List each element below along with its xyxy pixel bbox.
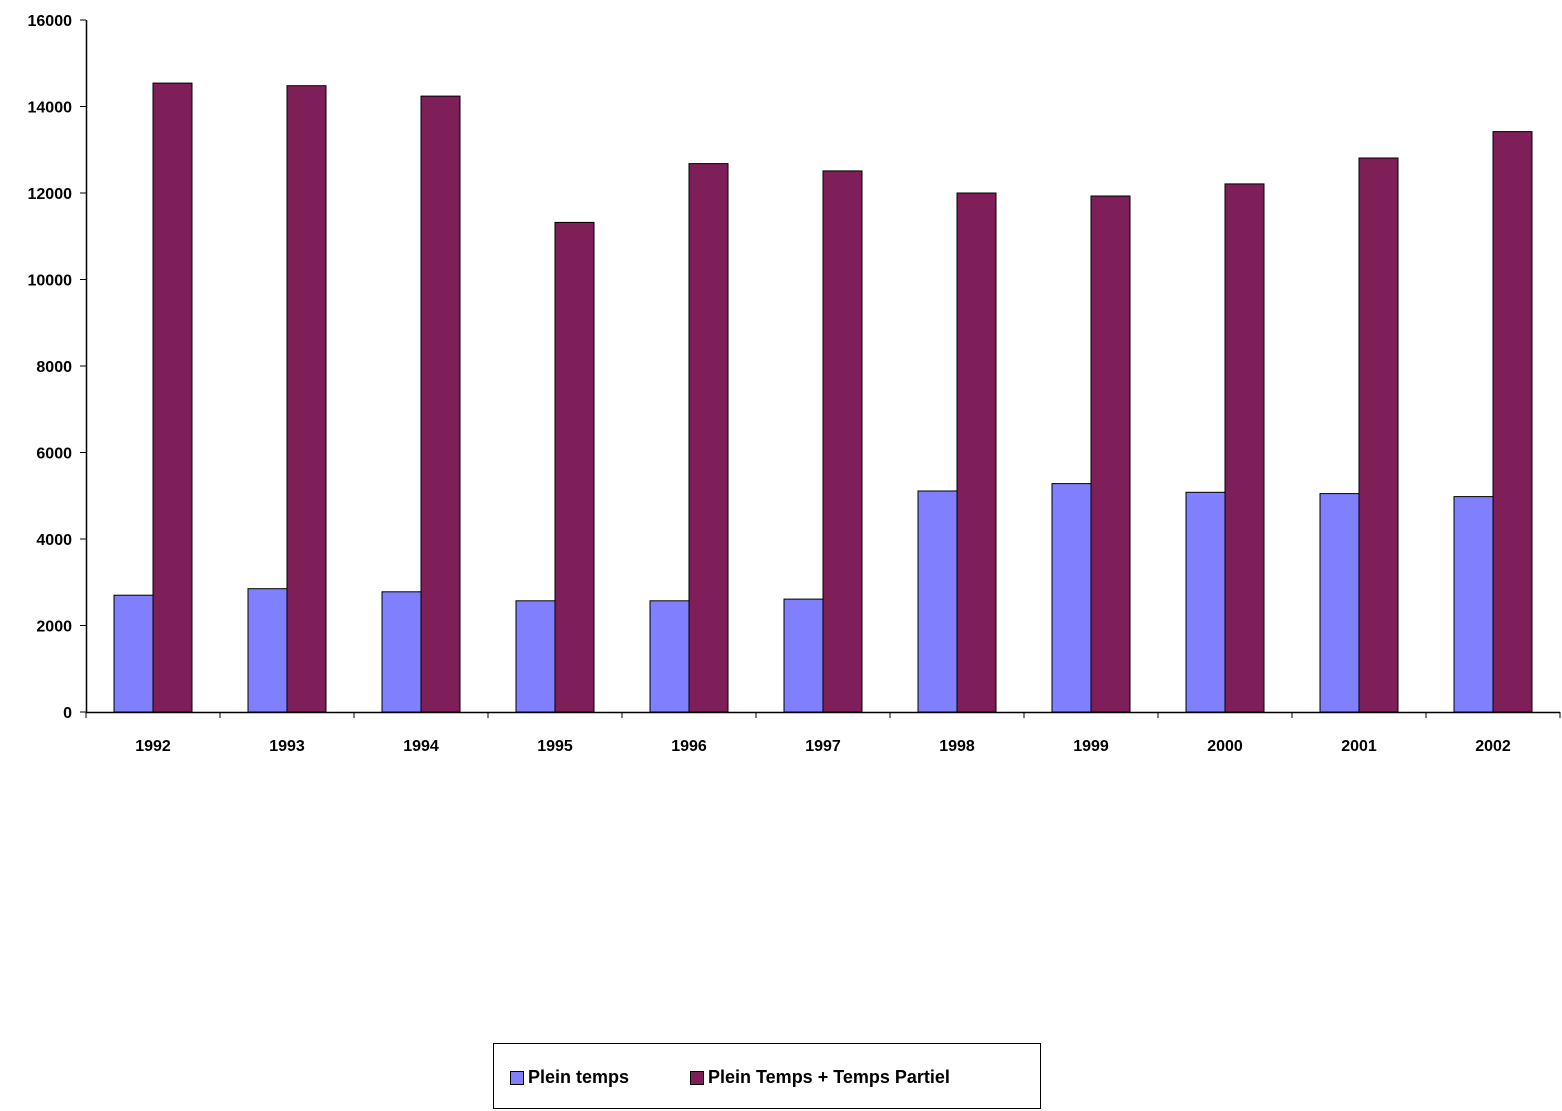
bar-plein-temps-partiel-1996: [688, 163, 729, 713]
bar-plein-temps-1992: [113, 594, 154, 713]
bar-plein-temps-1996: [649, 600, 690, 713]
bar-plein-temps-partiel-1995: [554, 221, 595, 713]
bar-plein-temps-2001: [1319, 493, 1360, 713]
bar-plein-temps-partiel-1998: [956, 192, 997, 713]
bar-plein-temps-partiel-2000: [1224, 183, 1265, 713]
bar-chart: 0 2000 4000 6000 8000 10000 12000 14000 16000 19…: [28, 13, 1561, 755]
bar-plein-temps-partiel-1992: [152, 82, 193, 713]
bar-plein-temps-2000: [1185, 491, 1226, 713]
y-tick-label-6000: 6000: [36, 446, 72, 463]
bars-group: [113, 82, 1533, 713]
legend-item-plein-temps-partiel: Plein Temps + Temps Partiel: [690, 1067, 950, 1088]
x-tick-label-1998: 1998: [939, 738, 975, 755]
x-ticks-group: 1992 1993 1994 1995 1996 1997 1998 1999 2000 2001…: [85, 712, 1561, 755]
y-tick-label-14000: 14000: [28, 100, 73, 117]
x-tick-label-1997: 1997: [805, 738, 841, 755]
bar-plein-temps-partiel-1994: [420, 95, 461, 713]
y-ticks-group: 0 2000 4000 6000 8000 10000 12000 14000 16000: [28, 13, 86, 722]
x-tick-label-1999: 1999: [1073, 738, 1109, 755]
x-tick-label-1993: 1993: [269, 738, 305, 755]
axes-group: [85, 20, 1560, 714]
y-tick-label-16000: 16000: [28, 13, 73, 30]
x-tick-label-1992: 1992: [135, 738, 171, 755]
bar-plein-temps-partiel-1997: [822, 170, 863, 713]
legend: Plein temps Plein Temps + Temps Partiel: [493, 1043, 1041, 1109]
bar-plein-temps-1999: [1051, 483, 1092, 713]
legend-label-plein-temps: Plein temps: [528, 1067, 630, 1087]
legend-label-plein-temps-partiel: Plein Temps + Temps Partiel: [708, 1067, 950, 1087]
bar-plein-temps-1993: [247, 588, 288, 713]
y-tick-label-12000: 12000: [28, 186, 73, 203]
y-tick-label-2000: 2000: [36, 619, 72, 636]
bar-plein-temps-partiel-2001: [1358, 157, 1399, 713]
y-tick-label-10000: 10000: [28, 273, 73, 290]
x-tick-label-1996: 1996: [671, 738, 707, 755]
bar-plein-temps-partiel-1999: [1090, 195, 1131, 713]
x-tick-label-2001: 2001: [1341, 738, 1377, 755]
bar-plein-temps-1994: [381, 591, 422, 713]
bar-plein-temps-partiel-1993: [286, 85, 327, 713]
legend-swatch-plein-temps: [510, 1070, 524, 1085]
bar-plein-temps-1995: [515, 600, 556, 713]
bar-plein-temps-1998: [917, 490, 958, 713]
x-tick-label-1995: 1995: [537, 738, 573, 755]
y-tick-label-0: 0: [63, 705, 72, 722]
legend-item-plein-temps: Plein temps: [510, 1067, 629, 1088]
x-tick-label-2002: 2002: [1475, 738, 1511, 755]
bar-plein-temps-2002: [1453, 496, 1494, 713]
x-tick-label-1994: 1994: [403, 738, 439, 755]
bar-plein-temps-1997: [783, 598, 824, 713]
y-tick-label-4000: 4000: [36, 532, 72, 549]
bar-plein-temps-partiel-2002: [1492, 131, 1533, 713]
x-tick-label-2000: 2000: [1207, 738, 1243, 755]
y-tick-label-8000: 8000: [36, 359, 72, 376]
legend-swatch-plein-temps-partiel: [690, 1070, 704, 1085]
